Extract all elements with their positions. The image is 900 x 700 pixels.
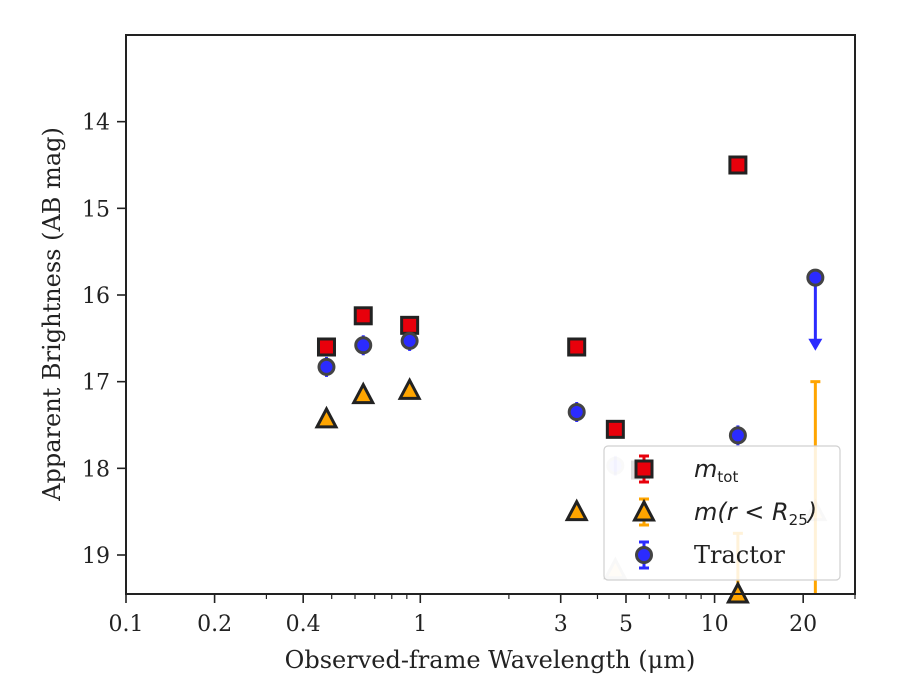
- y-tick-label: 19: [82, 544, 110, 569]
- x-axis-title: Observed-frame Wavelength (μm): [285, 646, 696, 674]
- mr25-point: [314, 405, 339, 429]
- legend-box: [603, 445, 841, 581]
- axis-ticks: 0.1 0.2 0.4 1 3 5 10 20 14 15 16 17 18 19: [82, 111, 856, 637]
- tractor-point: [317, 357, 336, 376]
- legend-marker-tractor: [635, 546, 653, 564]
- mtot-point: [400, 315, 420, 335]
- tractor-point: [728, 426, 747, 445]
- mr25-point: [397, 377, 422, 400]
- y-tick-label: 18: [82, 457, 110, 482]
- mr25-point: [351, 381, 376, 405]
- x-tick-label: 0.2: [197, 612, 232, 637]
- tractor-point: [400, 331, 419, 350]
- legend-label-tractor: Tractor: [694, 541, 785, 569]
- plot-frame: [125, 34, 856, 595]
- x-tick-label: 0.1: [109, 612, 144, 637]
- x-tick-label: 0.4: [286, 612, 321, 637]
- x-tick-label: 5: [619, 612, 633, 637]
- mtot-point: [728, 155, 748, 175]
- y-axis-title: Apparent Brightness (AB mag): [38, 127, 66, 502]
- mr25-point: [564, 498, 589, 522]
- tractor-point: [806, 268, 825, 287]
- legend-marker-mtot: [634, 459, 654, 479]
- x-tick-label: 3: [554, 612, 568, 637]
- tractor-point: [567, 403, 586, 421]
- data-markers: [314, 155, 828, 604]
- tractor-point: [354, 336, 373, 355]
- mtot-point: [316, 337, 336, 357]
- legend-label-mtot: mtot: [694, 455, 738, 486]
- y-tick-label: 14: [82, 111, 110, 136]
- y-tick-label: 15: [82, 197, 110, 222]
- x-tick-label: 10: [701, 612, 729, 637]
- legend: mtot m(r < R25) Tractor: [603, 445, 841, 581]
- y-tick-label: 17: [82, 371, 110, 396]
- mtot-point: [353, 306, 373, 326]
- y-tick-label: 16: [82, 284, 110, 309]
- mtot-point: [567, 337, 587, 357]
- legend-label-mr25: m(r < R25): [694, 498, 817, 529]
- mtot-point: [605, 419, 625, 439]
- x-tick-label: 1: [413, 612, 427, 637]
- x-tick-label: 20: [789, 612, 817, 637]
- upper-limit-arrowhead: [808, 338, 823, 351]
- legend-marker-mr25: [632, 498, 656, 522]
